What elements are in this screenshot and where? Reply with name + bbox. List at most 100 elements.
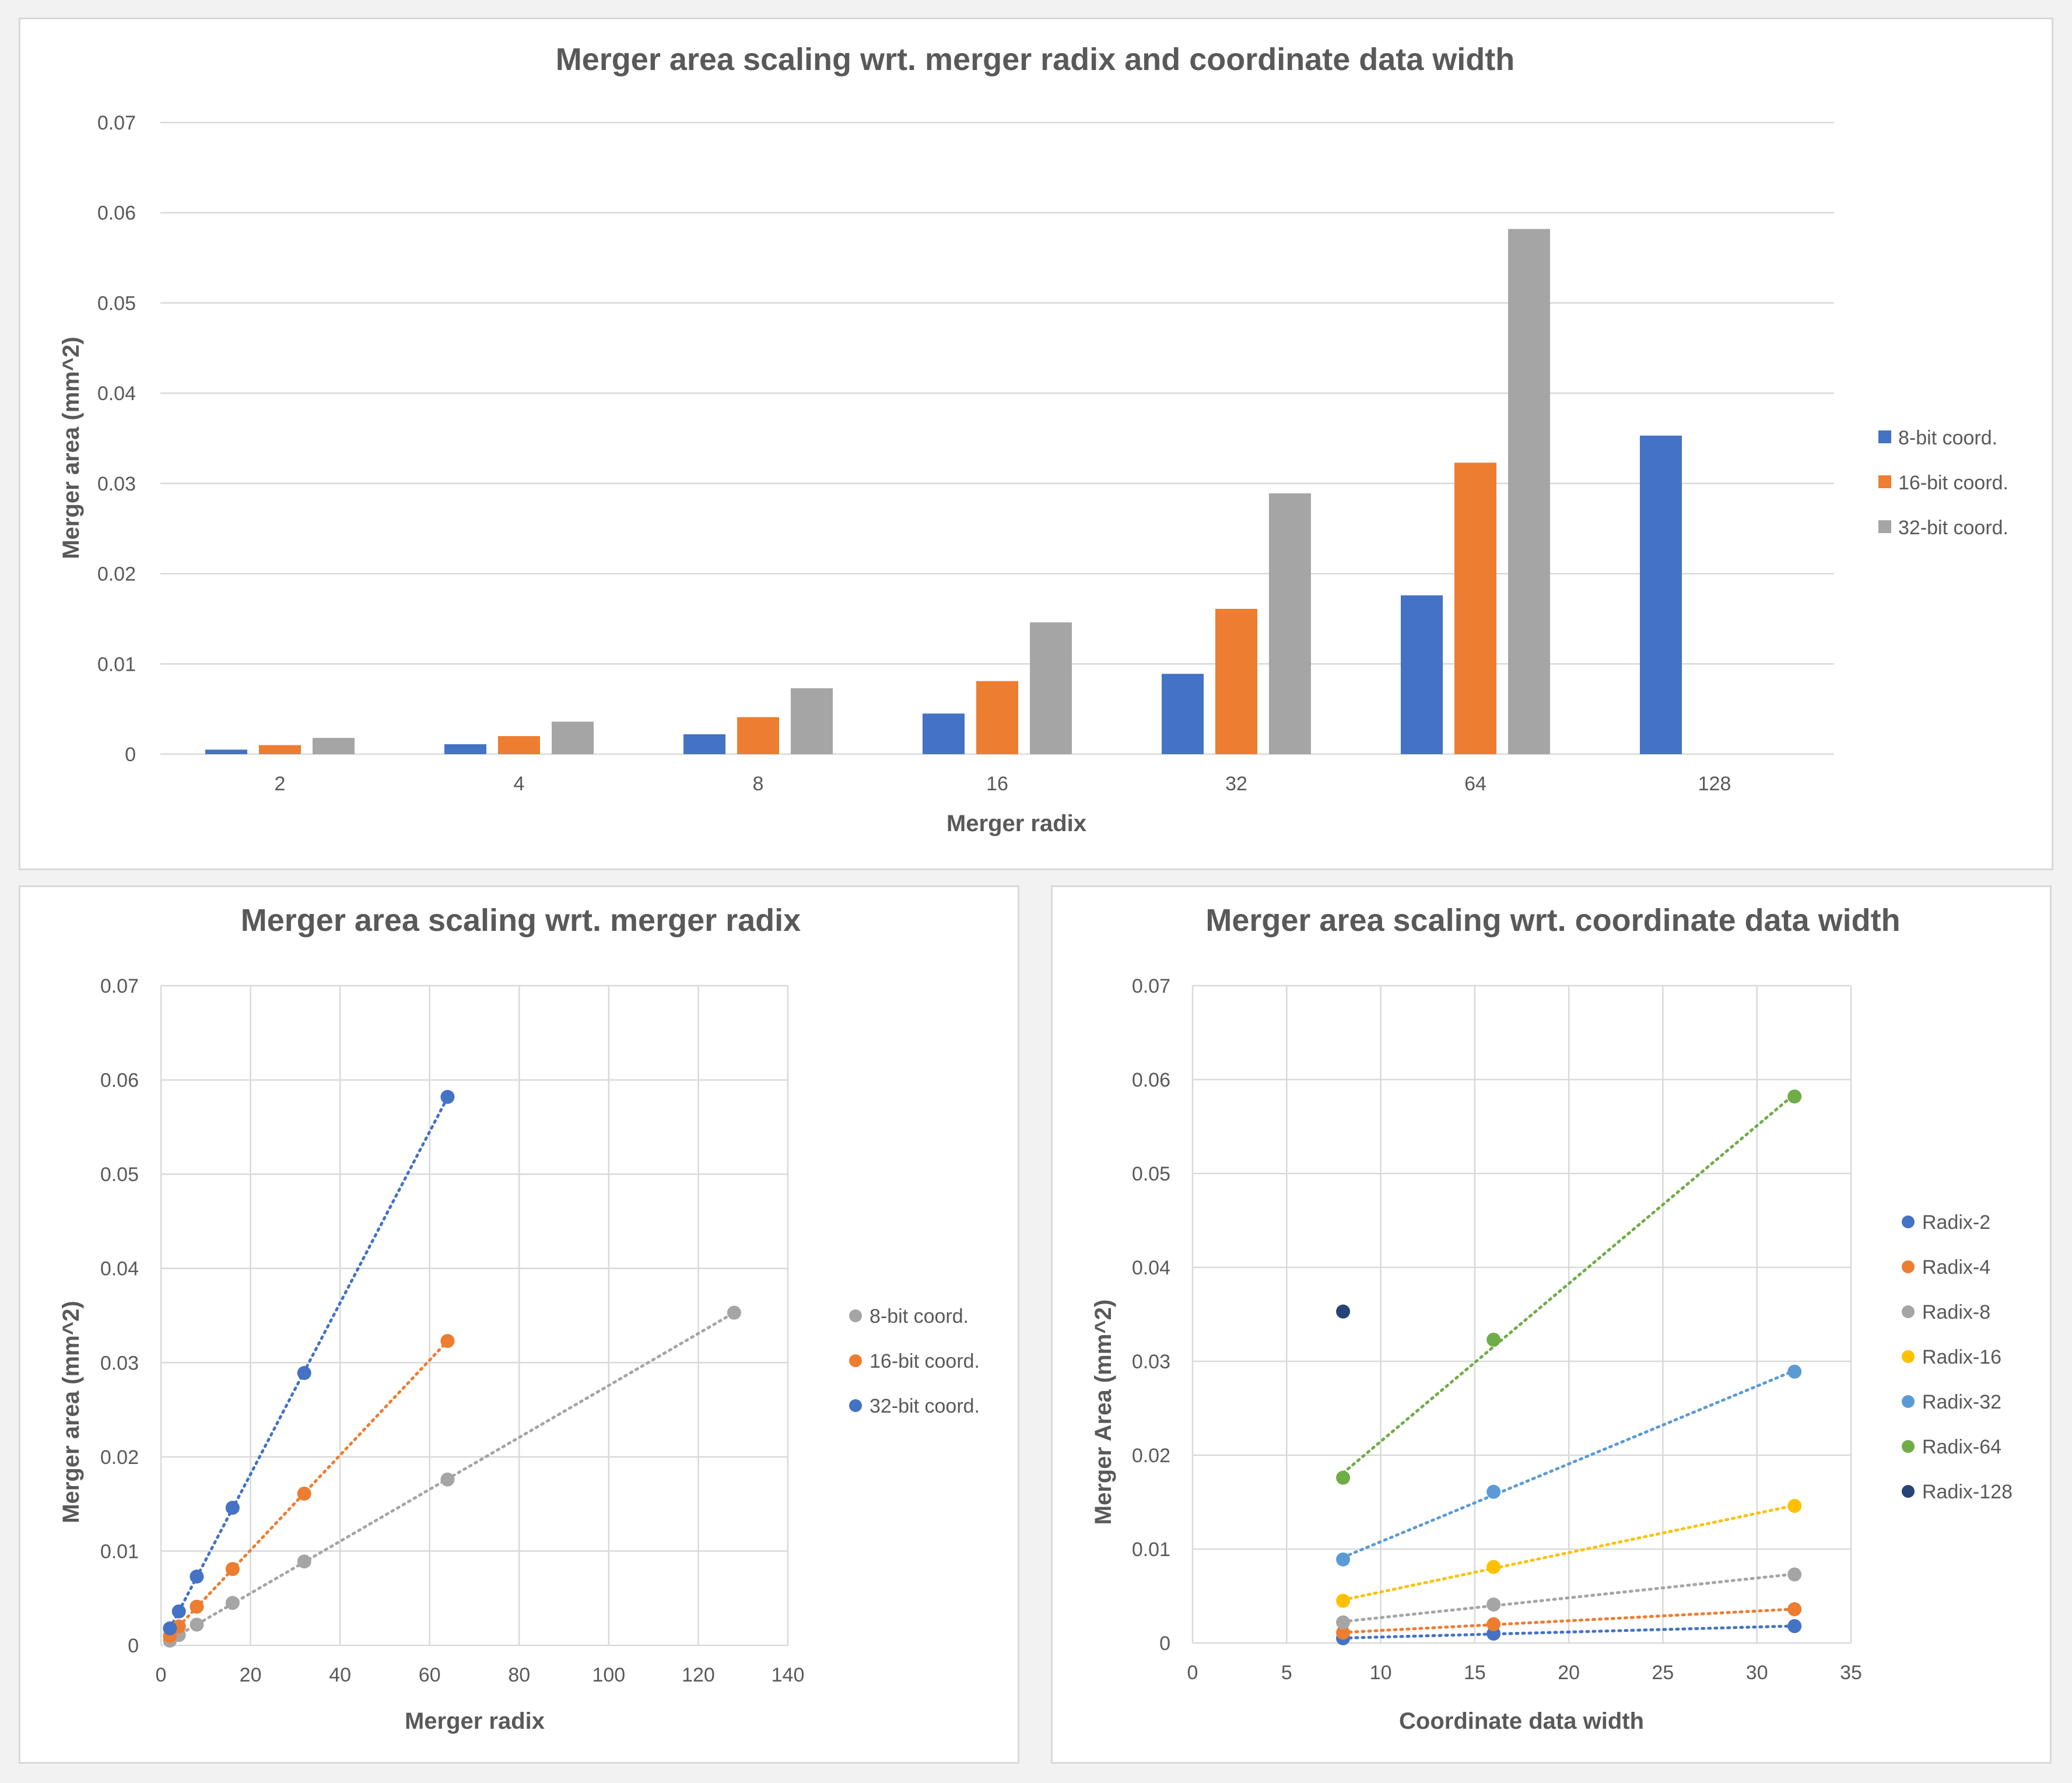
bar: [1640, 435, 1682, 754]
data-point: [297, 1366, 311, 1381]
data-point: [1336, 1304, 1351, 1319]
x-tick-label: 35: [1840, 1662, 1862, 1684]
bar: [444, 744, 486, 754]
y-axis-title: Merger area (mm^2): [58, 337, 84, 559]
x-axis-title: Merger radix: [405, 1708, 545, 1734]
legend-marker: [1902, 1305, 1915, 1318]
bar: [1030, 622, 1072, 754]
x-tick-label: 30: [1746, 1662, 1768, 1684]
x-tick-label: 120: [682, 1664, 715, 1686]
data-point: [1336, 1615, 1351, 1630]
legend-marker: [1902, 1440, 1915, 1453]
bar-chart: Merger area scaling wrt. merger radix an…: [58, 42, 2008, 836]
trendline: [1341, 1092, 1796, 1475]
x-tick-label: 32: [1225, 773, 1247, 795]
data-point: [1787, 1602, 1802, 1617]
legend-label: 32-bit coord.: [1898, 517, 2008, 539]
data-point: [1336, 1470, 1351, 1485]
y-tick-label: 0.07: [1132, 975, 1170, 997]
legend-label: Radix-4: [1922, 1256, 1990, 1278]
x-axis-title: Coordinate data width: [1399, 1708, 1644, 1734]
x-tick-label: 5: [1281, 1662, 1292, 1684]
y-tick-label: 0: [128, 1635, 139, 1657]
legend-label: 8-bit coord.: [870, 1305, 969, 1327]
bar: [1508, 229, 1550, 754]
bar: [791, 688, 833, 754]
y-tick-label: 0.06: [1132, 1069, 1170, 1091]
y-tick-label: 0.06: [97, 202, 136, 225]
chart-title: Merger area scaling wrt. coordinate data…: [1205, 903, 1900, 938]
data-point: [727, 1305, 741, 1320]
data-point: [190, 1570, 204, 1584]
x-tick-label: 4: [514, 773, 525, 795]
y-tick-label: 0.05: [97, 292, 136, 314]
y-tick-label: 0.04: [97, 383, 136, 405]
x-tick-label: 80: [508, 1664, 530, 1686]
bar: [498, 736, 540, 754]
trendline: [1341, 1504, 1796, 1602]
y-tick-label: 0: [1159, 1633, 1170, 1655]
data-point: [1787, 1619, 1802, 1634]
data-point: [225, 1501, 240, 1515]
legend-swatch: [1878, 520, 1891, 533]
y-tick-label: 0.05: [100, 1164, 139, 1186]
legend-label: Radix-64: [1922, 1436, 2001, 1458]
y-tick-label: 0.02: [100, 1446, 139, 1469]
bar: [205, 749, 247, 754]
y-tick-label: 0.04: [100, 1258, 139, 1280]
y-axis-title: Merger Area (mm^2): [1091, 1299, 1116, 1525]
legend-marker: [1902, 1350, 1915, 1363]
x-tick-label: 140: [772, 1664, 805, 1686]
legend-label: 16-bit coord.: [1898, 472, 2008, 494]
trendline: [1341, 1624, 1796, 1640]
data-point: [1486, 1597, 1501, 1612]
width-scatter-panel: Merger area scaling wrt. coordinate data…: [1051, 885, 2052, 1764]
bar: [976, 681, 1018, 754]
bar: [1162, 674, 1204, 754]
trendline: [168, 1096, 449, 1630]
x-tick-label: 0: [156, 1664, 167, 1686]
x-tick-label: 20: [240, 1664, 262, 1686]
x-axis-title: Merger radix: [946, 811, 1086, 836]
x-tick-label: 8: [753, 773, 764, 795]
y-tick-label: 0.01: [100, 1540, 139, 1563]
data-point: [1336, 1593, 1351, 1608]
data-point: [1787, 1498, 1802, 1513]
y-tick-label: 0: [125, 744, 136, 766]
legend-label: Radix-16: [1922, 1346, 2001, 1368]
x-tick-label: 128: [1698, 773, 1731, 795]
bar-chart-panel: Merger area scaling wrt. merger radix an…: [19, 17, 2053, 870]
radix-scatter-chart: Merger area scaling wrt. merger radix Me…: [58, 903, 980, 1734]
data-point: [225, 1596, 240, 1610]
y-tick-label: 0.03: [100, 1352, 139, 1374]
y-axis-title: Merger area (mm^2): [58, 1301, 84, 1523]
y-tick-label: 0.07: [100, 975, 139, 997]
data-point: [190, 1617, 204, 1632]
y-tick-label: 0.02: [1132, 1445, 1170, 1467]
legend-marker: [1902, 1395, 1915, 1408]
bar: [737, 717, 779, 754]
data-point: [297, 1486, 311, 1501]
bar: [1401, 595, 1443, 754]
data-point: [1486, 1560, 1501, 1574]
x-tick-label: 100: [592, 1664, 625, 1686]
legend-label: Radix-32: [1922, 1391, 2001, 1413]
y-tick-label: 0.04: [1132, 1257, 1170, 1279]
y-tick-label: 0.01: [97, 653, 136, 675]
trendline: [1341, 1369, 1796, 1559]
data-point: [171, 1604, 186, 1619]
legend-label: Radix-128: [1922, 1481, 2013, 1503]
data-point: [190, 1599, 204, 1614]
data-point: [225, 1562, 240, 1577]
bar: [1454, 463, 1496, 754]
y-tick-label: 0.03: [1132, 1351, 1170, 1373]
legend-label: Radix-8: [1922, 1301, 1990, 1323]
bar: [1269, 493, 1311, 754]
legend-marker: [1902, 1215, 1915, 1228]
y-tick-label: 0.07: [97, 112, 136, 134]
bar: [552, 721, 594, 754]
y-tick-label: 0.02: [97, 563, 136, 586]
x-tick-label: 40: [329, 1664, 351, 1686]
x-tick-label: 15: [1464, 1662, 1486, 1684]
x-tick-label: 64: [1464, 773, 1486, 795]
